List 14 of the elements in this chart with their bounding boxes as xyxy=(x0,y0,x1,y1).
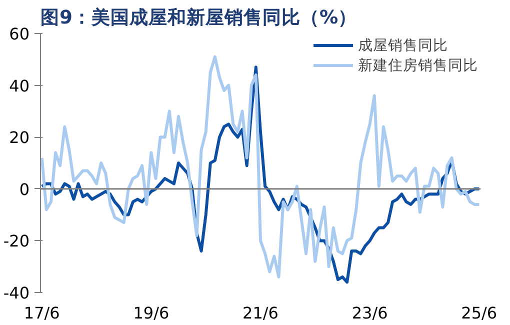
x-tick-label: 19/6 xyxy=(133,304,170,322)
x-tick-label: 23/6 xyxy=(352,304,388,322)
x-tick-label: 21/6 xyxy=(242,304,278,322)
legend-label: 新建住房销售同比 xyxy=(358,56,478,74)
chart-title: 图9：美国成屋和新屋销售同比（%） xyxy=(40,6,358,28)
y-tick-label: -20 xyxy=(3,232,30,251)
legend-label: 成屋销售同比 xyxy=(358,36,448,54)
y-tick-label: 0 xyxy=(19,180,30,199)
y-tick-label: 60 xyxy=(9,24,30,44)
x-tick-label: 17/6 xyxy=(24,304,60,322)
x-tick-label: 25/6 xyxy=(461,304,498,322)
y-tick-label: -40 xyxy=(3,284,30,302)
y-tick-label: 40 xyxy=(9,76,30,96)
y-tick-label: 20 xyxy=(9,128,30,148)
